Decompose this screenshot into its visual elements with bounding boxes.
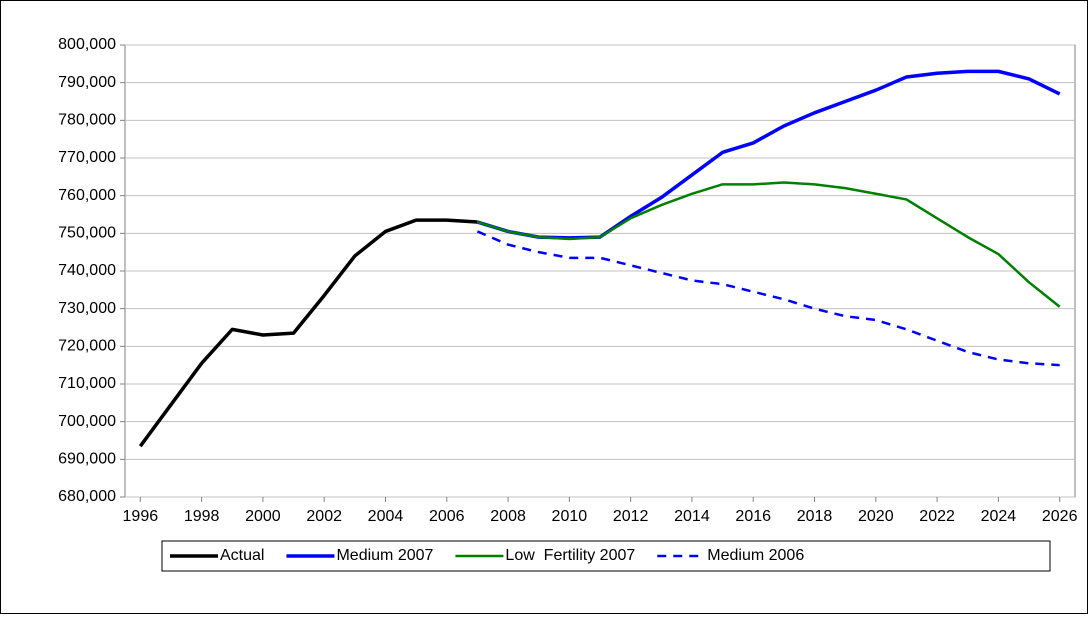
series-line [477, 181, 1061, 308]
x-tick-label: 2016 [735, 508, 771, 525]
y-tick-label: 760,000 [58, 187, 116, 204]
x-tick-label: 2014 [674, 508, 710, 525]
x-tick-label: 2004 [368, 508, 404, 525]
y-tick-label: 780,000 [58, 112, 116, 129]
x-tick-label: 2000 [245, 508, 281, 525]
legend-label: Actual [220, 547, 264, 564]
x-tick-label: 2002 [306, 508, 342, 525]
y-tick-label: 690,000 [58, 451, 116, 468]
x-tick-label: 2010 [552, 508, 588, 525]
y-tick-label: 730,000 [58, 300, 116, 317]
x-tick-label: 2026 [1042, 508, 1078, 525]
legend-label: Low Fertility 2007 [505, 547, 635, 564]
x-tick-label: 2006 [429, 508, 465, 525]
x-tick-label: 2018 [797, 508, 833, 525]
y-tick-label: 740,000 [58, 262, 116, 279]
y-tick-label: 720,000 [58, 338, 116, 355]
y-tick-label: 710,000 [58, 375, 116, 392]
series-line [476, 230, 1060, 367]
x-tick-label: 2022 [919, 508, 955, 525]
y-tick-label: 680,000 [58, 488, 116, 505]
y-tick-label: 790,000 [58, 74, 116, 91]
x-tick-label: 2008 [490, 508, 526, 525]
x-tick-label: 2024 [981, 508, 1017, 525]
x-tick-label: 2020 [858, 508, 894, 525]
y-tick-label: 700,000 [58, 413, 116, 430]
legend-label: Medium 2006 [707, 547, 804, 564]
y-tick-label: 770,000 [58, 149, 116, 166]
series-line [138, 218, 478, 448]
x-tick-label: 1998 [184, 508, 220, 525]
legend-label: Medium 2007 [336, 547, 433, 564]
y-tick-label: 800,000 [58, 36, 116, 53]
x-tick-label: 1996 [123, 508, 159, 525]
x-tick-label: 2012 [613, 508, 649, 525]
y-tick-label: 750,000 [58, 225, 116, 242]
